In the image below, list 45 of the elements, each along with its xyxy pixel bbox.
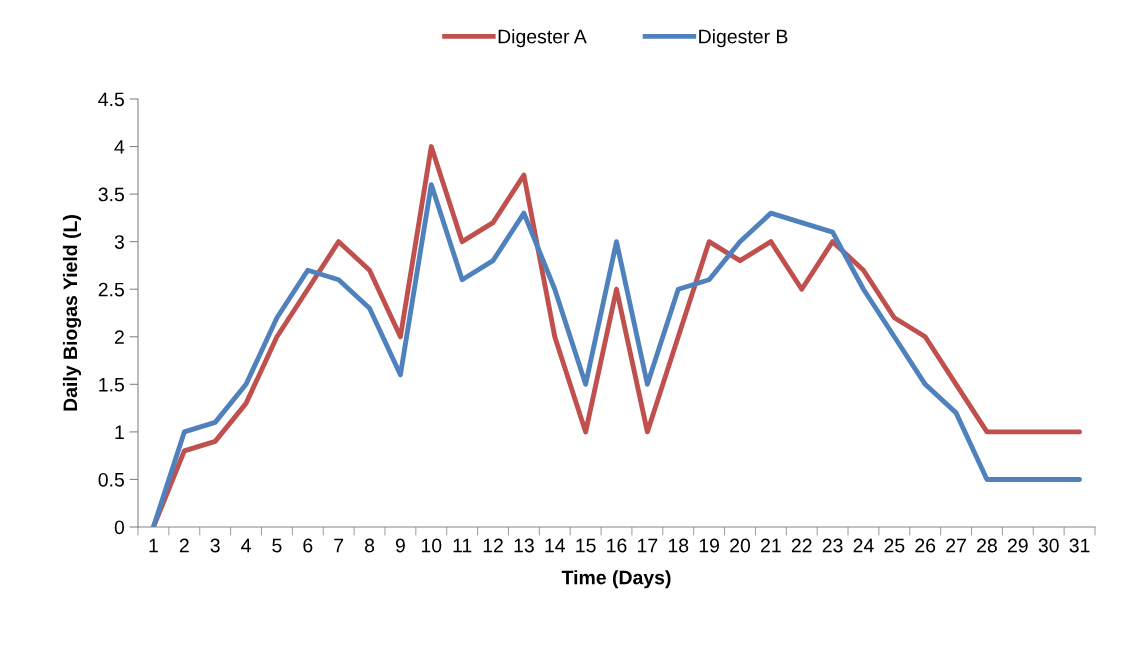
- y-tick-label: 4.5: [98, 92, 124, 107]
- x-tick-label: 14: [545, 538, 565, 553]
- y-tick-label: 3: [114, 235, 124, 249]
- y-tick-label: 2: [114, 330, 124, 344]
- x-tick-label: 21: [761, 538, 781, 553]
- x-tick-label: 12: [483, 538, 503, 553]
- x-tick-label: 28: [977, 538, 997, 553]
- x-tick-label: 26: [915, 538, 936, 553]
- legend-label: Digester B: [699, 29, 788, 48]
- x-tick-label: 2: [179, 538, 189, 553]
- x-tick-label: 30: [1038, 538, 1059, 553]
- x-tick-label: 20: [730, 538, 751, 553]
- x-tick-label: 13: [514, 538, 534, 553]
- y-tick-label: 2.5: [98, 282, 124, 297]
- x-tick-label: 10: [421, 538, 442, 553]
- x-tick-label: 24: [853, 538, 874, 553]
- y-tick-label: 1.5: [99, 378, 124, 392]
- x-tick-label: 16: [607, 538, 627, 553]
- y-tick-label: 0: [114, 520, 125, 535]
- x-tick-label: 19: [699, 538, 720, 553]
- legend-label: Digester A: [498, 29, 587, 48]
- y-tick-label: 1: [115, 425, 124, 439]
- x-tick-label: 22: [791, 538, 812, 553]
- x-tick-label: 5: [272, 538, 282, 553]
- x-tick-label: 8: [364, 538, 375, 553]
- x-tick-label: 31: [1069, 538, 1090, 553]
- x-axis-title: Time (Days): [561, 570, 671, 589]
- y-tick-label: 4: [114, 140, 125, 154]
- y-tick-label: 3.5: [98, 187, 124, 202]
- x-tick-label: 23: [822, 538, 843, 553]
- x-tick-label: 18: [668, 538, 689, 553]
- x-tick-label: 17: [638, 538, 658, 553]
- x-tick-label: 1: [149, 538, 158, 553]
- x-tick-label: 27: [946, 538, 966, 553]
- x-tick-label: 4: [241, 538, 251, 553]
- x-tick-label: 25: [884, 538, 905, 553]
- x-tick-label: 29: [1007, 538, 1028, 553]
- x-tick-label: 9: [395, 538, 405, 553]
- x-tick-label: 11: [453, 538, 472, 553]
- x-tick-label: 3: [210, 538, 220, 553]
- y-axis-title: Daily Biogas Yield (L): [62, 215, 82, 411]
- y-tick-label: 0.5: [98, 472, 124, 487]
- x-tick-label: 6: [303, 538, 313, 553]
- x-tick-label: 15: [576, 538, 596, 553]
- x-tick-label: 7: [334, 538, 344, 553]
